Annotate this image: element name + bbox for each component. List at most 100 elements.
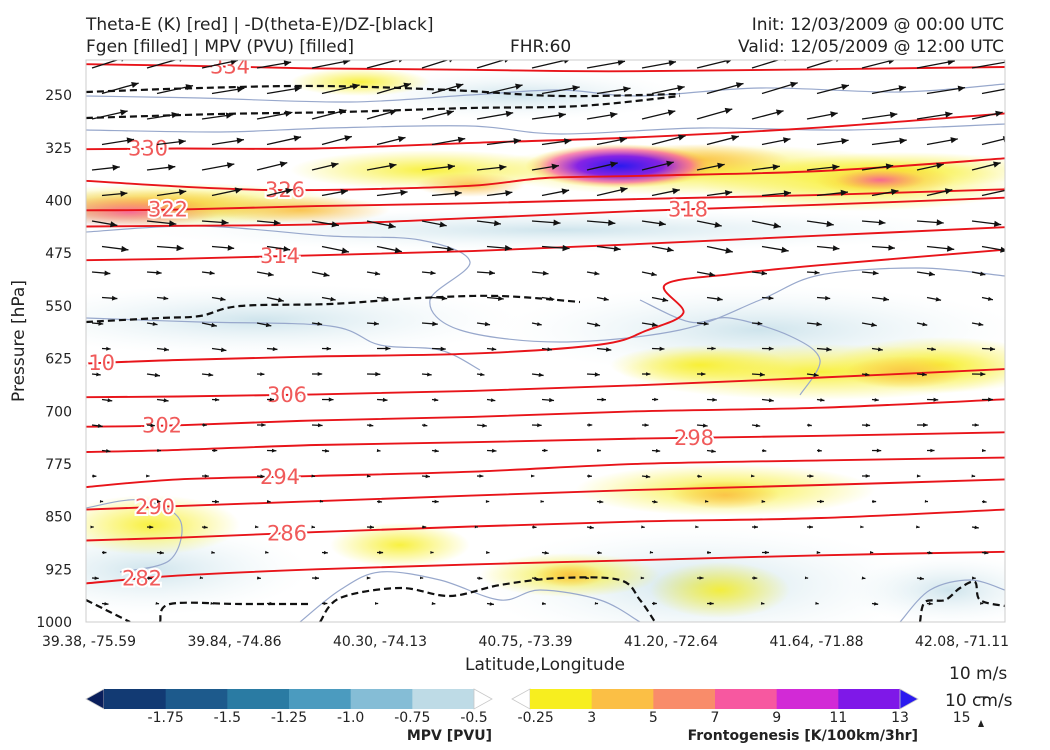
wind-vector — [211, 499, 220, 504]
theta-e-label-314: 314 — [260, 244, 300, 268]
wind-vector — [926, 551, 933, 555]
wind-vector — [640, 576, 645, 580]
wind-vector — [421, 270, 436, 276]
wind-vector — [101, 245, 129, 253]
wind-vector — [156, 138, 186, 146]
wind-vector — [91, 576, 99, 580]
wind-vector — [981, 397, 993, 402]
wind-vector — [485, 500, 490, 503]
theta-e-label-306: 306 — [267, 383, 307, 407]
wind-vector — [696, 107, 733, 120]
wind-vector — [541, 347, 553, 352]
wind-vector — [760, 601, 765, 605]
wind-vector — [155, 601, 160, 605]
wind-vector — [531, 423, 542, 428]
wind-vector — [971, 371, 986, 377]
wind-vector — [541, 296, 555, 301]
wind-vector — [761, 346, 774, 351]
wind-vector — [211, 397, 220, 402]
wind-vector — [486, 245, 512, 252]
wind-vector — [696, 321, 709, 326]
wind-vector — [476, 576, 483, 580]
wind-vector — [211, 550, 215, 554]
wind-vector — [486, 296, 504, 301]
wind-vector — [211, 137, 245, 146]
wind-vector — [201, 270, 215, 276]
wind-vector — [761, 398, 774, 403]
wind-vector — [706, 397, 717, 402]
wind-vector — [91, 474, 97, 478]
wind-vector — [311, 162, 339, 171]
wind-vector — [156, 296, 169, 301]
wind-vector — [486, 347, 497, 351]
wind-vector — [486, 190, 513, 197]
wind-vector — [146, 164, 176, 171]
wind-vector — [541, 188, 570, 197]
wind-vector — [706, 550, 712, 555]
wind-vector — [971, 576, 976, 580]
wind-vector — [156, 550, 164, 555]
wind-vector — [706, 601, 714, 606]
wind-vector — [816, 347, 832, 352]
wind-vector — [651, 397, 659, 402]
colorbar-segment — [653, 689, 716, 709]
wind-vector — [99, 500, 104, 503]
colorbar-tick-label: -1.75 — [148, 710, 184, 726]
wind-vector — [156, 448, 162, 453]
wind-vector — [641, 109, 676, 120]
theta-e-contour-286 — [86, 508, 1005, 542]
wind-vector — [486, 602, 495, 606]
wind-vector — [596, 296, 609, 302]
wind-vector — [861, 60, 896, 69]
wind-vector — [926, 448, 935, 453]
colorbar-segment — [227, 689, 290, 709]
wind-vector — [926, 188, 953, 197]
wind-vector — [321, 550, 328, 555]
wind-vector — [266, 245, 291, 252]
wind-vector — [981, 551, 989, 555]
wind-vector — [596, 136, 627, 146]
wind-vector — [981, 88, 1005, 95]
wind-vector — [431, 295, 448, 301]
wind-vector — [156, 244, 184, 252]
wind-vector — [751, 164, 781, 171]
wind-vector — [431, 83, 464, 95]
wind-vector — [146, 112, 179, 120]
wind-vector — [926, 245, 955, 252]
wind-vector — [806, 270, 820, 275]
colorbar-tick-label: -0.25 — [518, 710, 554, 726]
wind-vector — [541, 244, 570, 252]
colorbar-tick-label: -1.0 — [337, 710, 364, 726]
colorbar-tick-label: 7 — [711, 710, 720, 726]
wind-vector — [321, 397, 334, 402]
wind-vector — [311, 321, 323, 326]
wind-vector — [541, 85, 580, 95]
wind-vector — [751, 109, 784, 120]
wind-vector — [861, 576, 866, 580]
wind-vector — [651, 85, 685, 95]
wind-vector — [101, 137, 135, 146]
wind-vector — [431, 245, 454, 252]
colorbar-segment — [715, 689, 778, 709]
wind-vector — [211, 245, 235, 251]
mpv-colorbar: -1.75 -1.5 -1.25 -1.0 -0.75 -0.5 -0.25 — [85, 688, 554, 726]
wind-vector — [596, 245, 621, 252]
wind-vector — [531, 163, 560, 171]
wind-vector — [376, 245, 402, 254]
wind-vector — [706, 245, 733, 254]
wind-vector — [860, 525, 864, 529]
wind-vector — [311, 372, 323, 376]
wind-vector — [421, 163, 456, 171]
wind-vector — [321, 188, 348, 197]
colorbar-segment — [530, 689, 593, 709]
wind-vector — [421, 60, 453, 69]
wind-vector — [376, 346, 391, 351]
wind-vector — [101, 346, 111, 351]
wind-vector — [321, 245, 350, 254]
wind-vector — [91, 220, 118, 228]
wind-vector — [926, 347, 936, 351]
wind-vector — [651, 448, 661, 453]
theta-e-label-298: 298 — [674, 426, 714, 450]
wind-vector — [871, 137, 907, 146]
wind-vector — [751, 576, 758, 580]
